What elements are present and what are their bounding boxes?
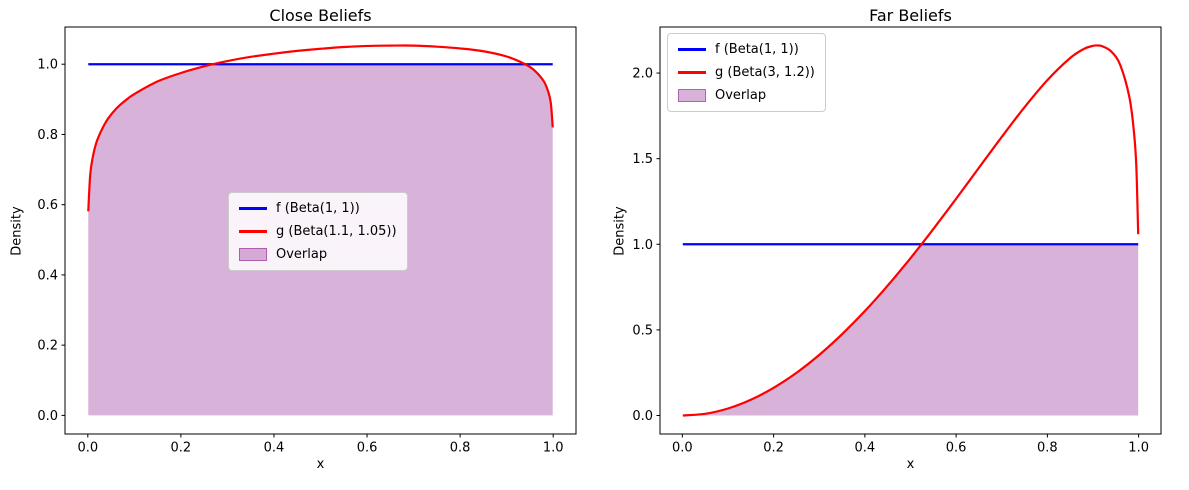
x-axis-label: x — [316, 457, 325, 472]
y-tick-label: 0.6 — [37, 198, 58, 213]
legend-item: g (Beta(1.1, 1.05)) — [239, 224, 397, 239]
legend-label: g (Beta(1.1, 1.05)) — [276, 224, 397, 239]
legend: f (Beta(1, 1)) g (Beta(1.1, 1.05)) Overlap — [228, 192, 408, 271]
legend-line-sample — [678, 48, 706, 51]
x-tick-label: 1.0 — [543, 441, 564, 456]
axes-spines — [64, 26, 577, 435]
x-tick-label: 0.6 — [357, 441, 378, 456]
y-tick-label: 1.0 — [37, 58, 58, 73]
y-tick-label: 1.5 — [632, 152, 653, 167]
chart-close-beliefs: 0.0 0.2 0.4 0.6 0.8 1.0 0.0 0.2 0.4 0.6 0.8 1.0 Clo… — [0, 0, 594, 490]
y-tick-label: 0.4 — [37, 268, 58, 283]
legend-label: g (Beta(3, 1.2)) — [715, 65, 815, 80]
legend-label: f (Beta(1, 1)) — [715, 42, 799, 57]
plot-area-far-beliefs: 0.0 0.2 0.4 0.6 0.8 1.0 0.0 0.5 1.0 1.5 2.0 — [632, 26, 1162, 456]
chart-far-beliefs: 0.0 0.2 0.4 0.6 0.8 1.0 0.0 0.5 1.0 1.5 2.0 Far Be… — [594, 0, 1189, 490]
legend-patch-sample — [678, 89, 706, 102]
chart-title: Close Beliefs — [269, 6, 372, 25]
legend-line-sample — [678, 71, 706, 74]
series-line-1 — [682, 44, 1140, 417]
chart-title: Far Beliefs — [869, 6, 952, 25]
legend-item: Overlap — [678, 88, 815, 103]
x-tick-label: 0.2 — [171, 441, 192, 456]
legend-item: Overlap — [239, 247, 397, 262]
legend-item: f (Beta(1, 1)) — [678, 42, 815, 57]
y-tick-label: 0.0 — [632, 409, 653, 424]
y-tick-label: 0.0 — [37, 409, 58, 424]
legend-patch-sample — [239, 248, 267, 261]
overlap-fill — [682, 244, 1139, 416]
x-tick-label: 1.0 — [1128, 441, 1149, 456]
y-tick-label: 2.0 — [632, 67, 653, 82]
x-tick-label: 0.8 — [1037, 441, 1058, 456]
y-tick-label: 0.2 — [37, 339, 58, 354]
legend-line-sample — [239, 230, 267, 233]
x-tick-label: 0.2 — [763, 441, 784, 456]
y-axis-label: Density — [612, 205, 628, 256]
x-tick-label: 0.4 — [264, 441, 285, 456]
x-tick-label: 0.8 — [450, 441, 471, 456]
y-tick-label: 0.8 — [37, 128, 58, 143]
x-axis-label: x — [906, 457, 915, 472]
legend-item: g (Beta(3, 1.2)) — [678, 65, 815, 80]
axes-spines — [659, 26, 1162, 435]
x-tick-label: 0.0 — [672, 441, 693, 456]
legend-label: f (Beta(1, 1)) — [276, 201, 360, 216]
series-line-1 — [87, 44, 554, 212]
legend-label: Overlap — [715, 88, 767, 103]
legend: f (Beta(1, 1)) g (Beta(3, 1.2)) Overlap — [667, 33, 826, 112]
x-tick-label: 0.6 — [946, 441, 967, 456]
x-tick-label: 0.4 — [855, 441, 876, 456]
legend-line-sample — [239, 207, 267, 210]
legend-label: Overlap — [276, 247, 328, 262]
y-axis-label: Density — [9, 205, 25, 256]
y-tick-label: 0.5 — [632, 323, 653, 338]
legend-item: f (Beta(1, 1)) — [239, 201, 397, 216]
y-tick-label: 1.0 — [632, 238, 653, 253]
x-tick-label: 0.0 — [77, 441, 98, 456]
